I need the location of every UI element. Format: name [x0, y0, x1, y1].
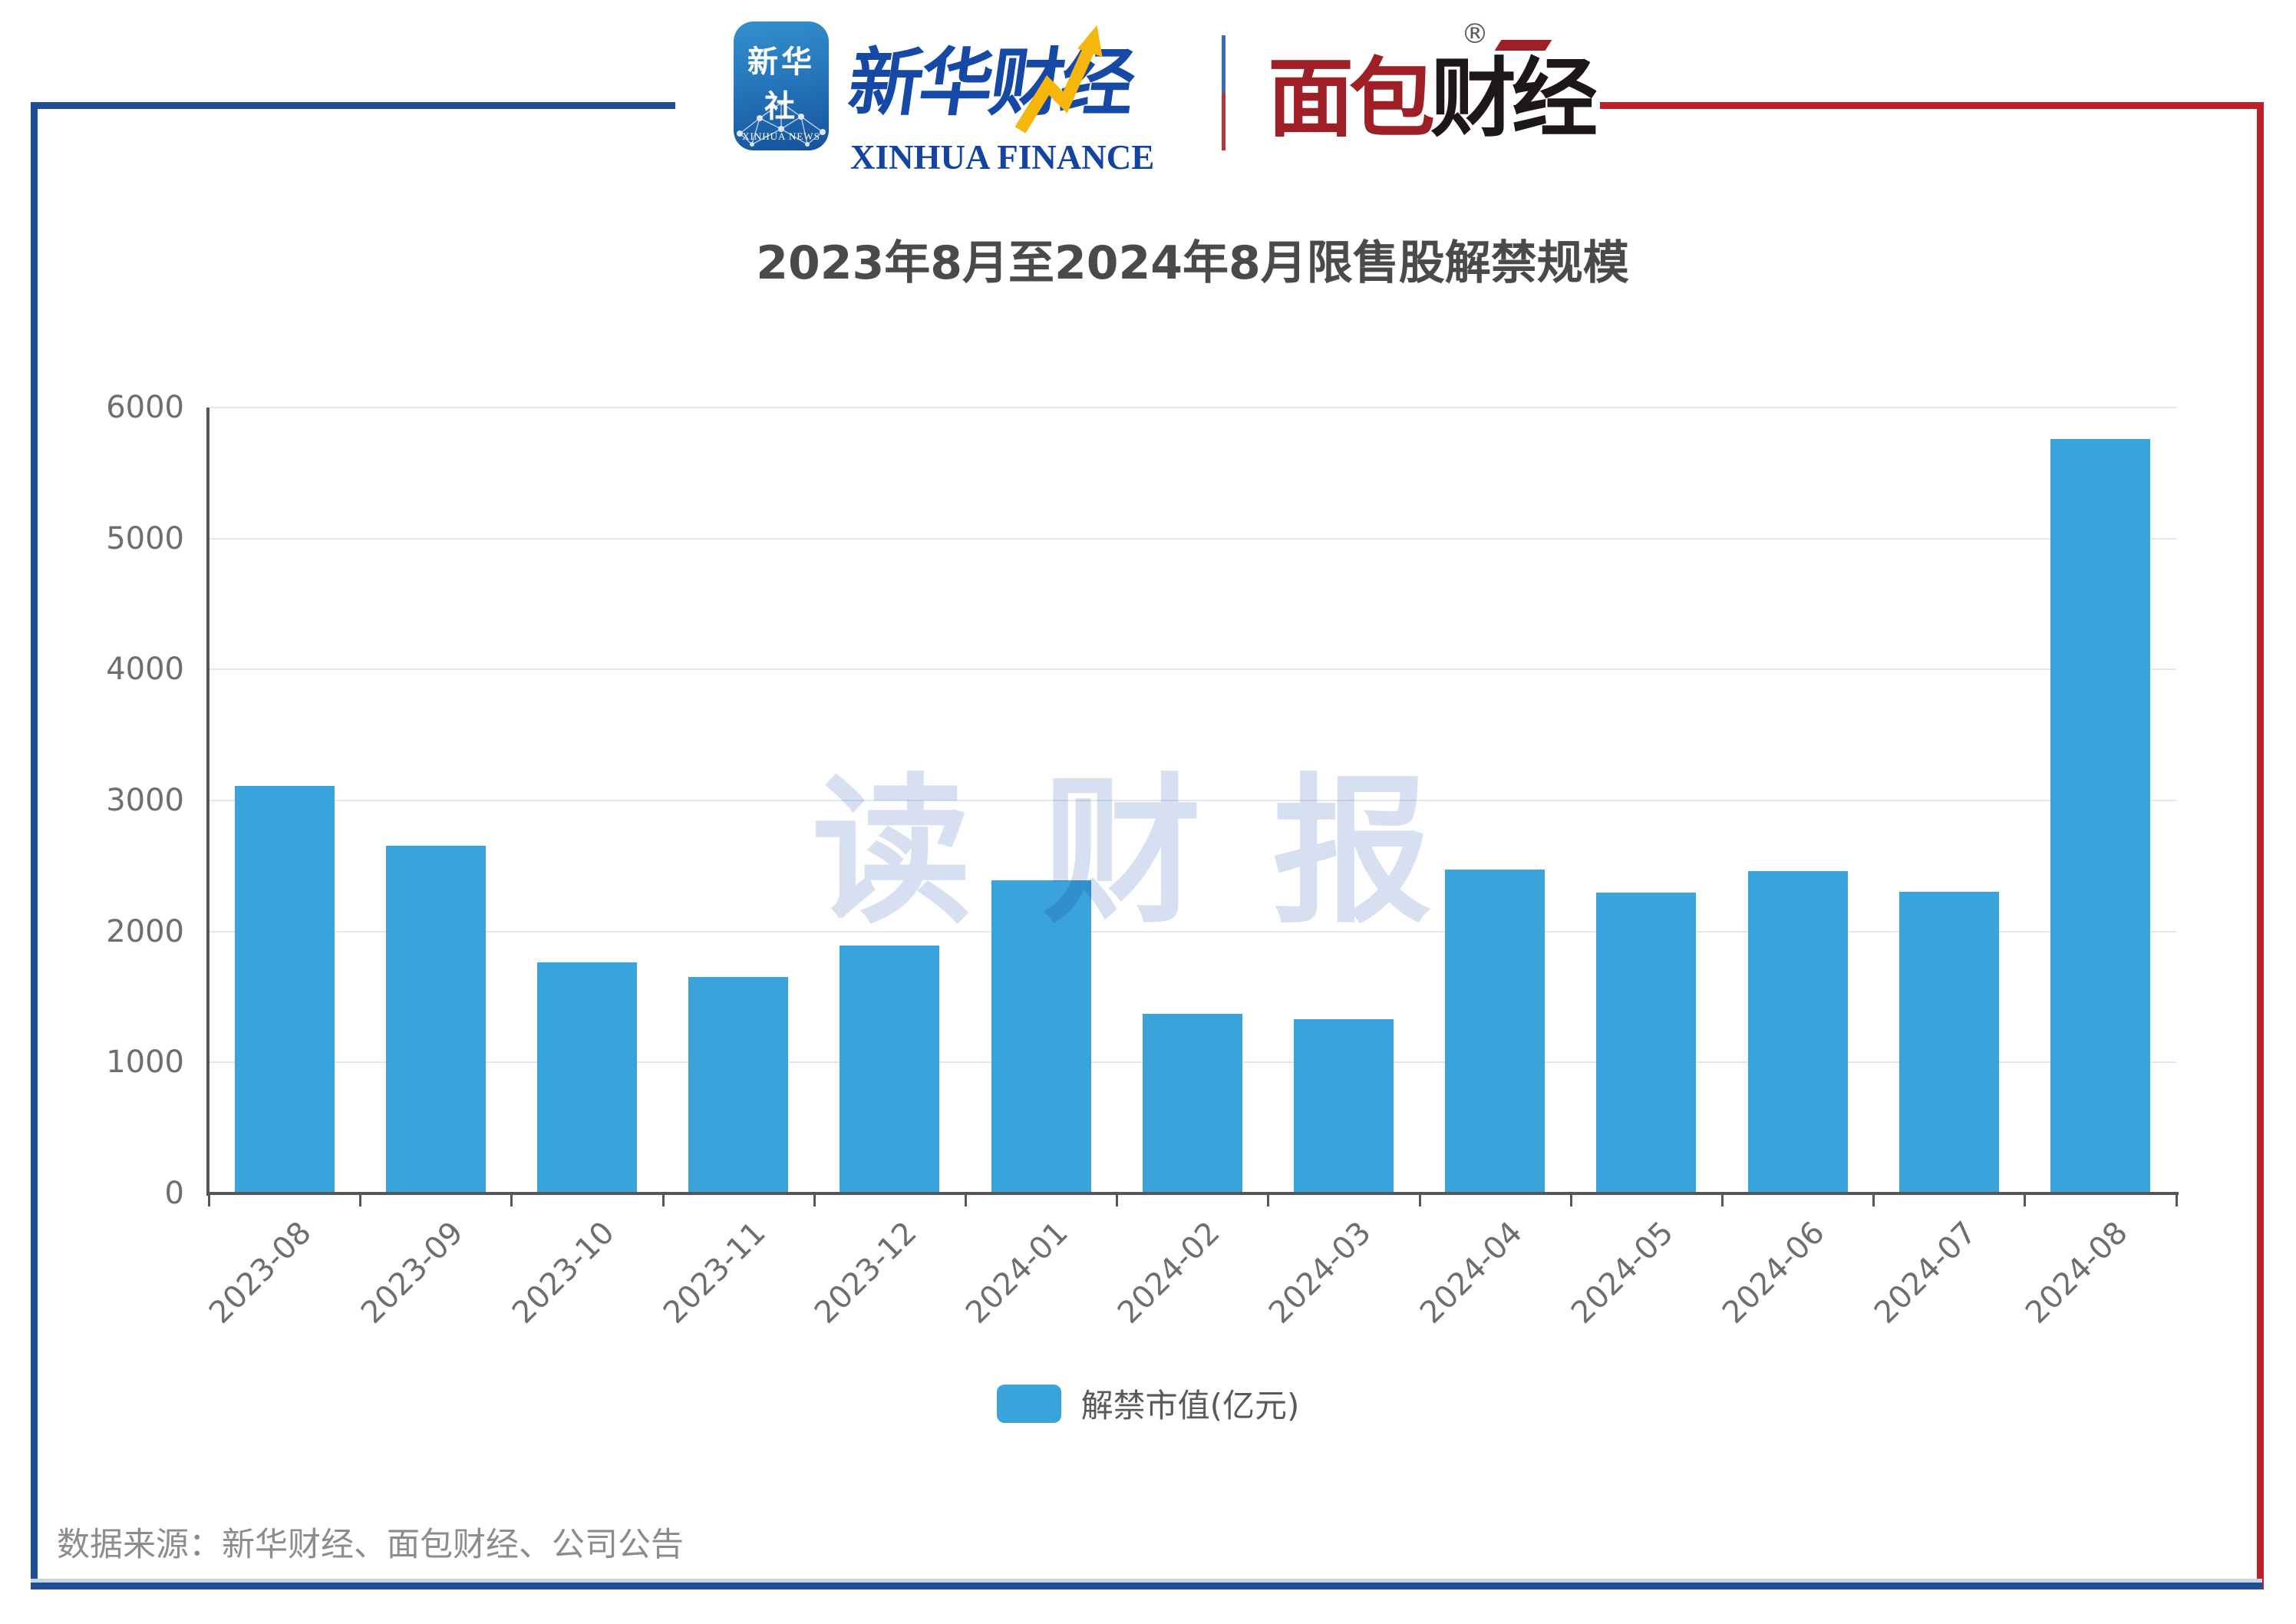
x-tick-label-text: 2024-02 — [1110, 1215, 1227, 1331]
bread-finance-logo: 面包财经 ® — [1268, 18, 1598, 153]
x-tick-label-text: 2024-04 — [1414, 1215, 1529, 1331]
bread-finance-cn-red: 面包 — [1268, 49, 1435, 149]
x-tick-label-text: 2023-09 — [354, 1215, 470, 1331]
x-tick-label-text: 2024-05 — [1565, 1215, 1681, 1331]
network-constellation-icon — [737, 101, 826, 147]
y-tick-label-3000: 3000 — [106, 783, 184, 818]
y-tick-label-1000: 1000 — [106, 1045, 184, 1081]
bar-2024-05[interactable] — [1596, 893, 1697, 1193]
bar-2024-06[interactable] — [1747, 871, 1848, 1193]
xinhua-news-app-icon: 新华社 XINHUA NEWS — [734, 21, 829, 150]
y-tick-label-6000: 6000 — [106, 390, 184, 425]
x-tick-2024-03 — [1418, 1193, 1421, 1206]
x-tick-2024-01 — [1116, 1193, 1119, 1206]
y-tick-label-2000: 2000 — [106, 913, 184, 949]
bar-2023-10[interactable] — [537, 962, 637, 1193]
x-tick-2023-11 — [813, 1193, 816, 1206]
legend-label: 解禁市值(亿元) — [1080, 1387, 1300, 1424]
bar-2023-09[interactable] — [385, 845, 486, 1193]
x-tick-2023-09 — [510, 1193, 513, 1206]
x-axis-line — [206, 1192, 2179, 1195]
frame-right-border — [2257, 102, 2264, 1589]
bar-2024-04[interactable] — [1445, 870, 1546, 1193]
frame-bottom-border — [31, 1583, 2262, 1589]
x-tick-label-text: 2023-12 — [808, 1215, 924, 1331]
gridline-3000 — [209, 800, 2176, 801]
xinhua-news-cn-label: 新华社 — [747, 45, 815, 124]
x-tick-2023-10 — [661, 1193, 665, 1206]
x-tick-2024-02 — [1267, 1193, 1270, 1206]
y-tick-label-0: 0 — [164, 1176, 184, 1211]
bar-2023-11[interactable] — [688, 976, 789, 1193]
x-tick-2024-07 — [2024, 1193, 2027, 1206]
bread-finance-cn-black: 财经 — [1430, 49, 1598, 149]
bar-2023-08[interactable] — [234, 786, 335, 1193]
chart-title: 2023年8月至2024年8月限售股解禁规模 — [756, 236, 1629, 290]
bar-2024-02[interactable] — [1142, 1014, 1242, 1193]
gridline-5000 — [209, 537, 2176, 540]
y-axis-line — [206, 408, 209, 1196]
bar-2024-01[interactable] — [991, 880, 1091, 1193]
xinhua-finance-en-label: XINHUA FINANCE — [850, 138, 1155, 177]
frame-top-right-border — [1600, 102, 2264, 109]
x-tick-label-text: 2024-07 — [1867, 1215, 1984, 1331]
y-tick-label-5000: 5000 — [106, 520, 184, 556]
logo-divider — [1222, 35, 1226, 150]
x-tick-label-text: 2024-08 — [2018, 1215, 2135, 1331]
x-tick-start — [208, 1193, 210, 1206]
gridline-4000 — [209, 668, 2176, 671]
legend-swatch[interactable] — [996, 1384, 1061, 1423]
x-tick-label-text: 2023-08 — [203, 1215, 319, 1331]
frame-bottom-light-strip — [31, 1579, 2262, 1583]
registered-trademark-icon: ® — [1461, 18, 1489, 50]
legend[interactable]: 解禁市值(亿元) — [0, 1380, 2296, 1427]
gridline-2000 — [209, 930, 2176, 932]
x-tick-2024-05 — [1721, 1193, 1724, 1206]
bar-2024-08[interactable] — [2050, 438, 2150, 1193]
x-tick-2023-08 — [359, 1193, 362, 1206]
x-tick-label-text: 2023-11 — [657, 1215, 773, 1331]
x-tick-2024-06 — [1872, 1193, 1875, 1206]
x-tick-2023-12 — [965, 1193, 967, 1206]
bar-2023-12[interactable] — [840, 945, 940, 1193]
bar-2024-07[interactable] — [1898, 892, 1999, 1193]
frame-left-border — [31, 102, 38, 1589]
x-tick-label-text: 2024-06 — [1716, 1215, 1833, 1331]
bar-2024-03[interactable] — [1294, 1019, 1394, 1193]
source-note: 数据来源：新华财经、面包财经、公司公告 — [57, 1526, 684, 1564]
x-tick-label-text: 2024-03 — [1262, 1215, 1378, 1331]
y-tick-label-4000: 4000 — [106, 652, 184, 688]
gridline-6000 — [209, 407, 2176, 408]
frame-top-left-border — [31, 102, 675, 109]
x-tick-2024-04 — [1569, 1193, 1572, 1206]
x-tick-label-text: 2023-10 — [505, 1215, 622, 1331]
x-tick-label-text: 2024-01 — [959, 1215, 1076, 1331]
x-tick-2024-08 — [2175, 1193, 2178, 1206]
